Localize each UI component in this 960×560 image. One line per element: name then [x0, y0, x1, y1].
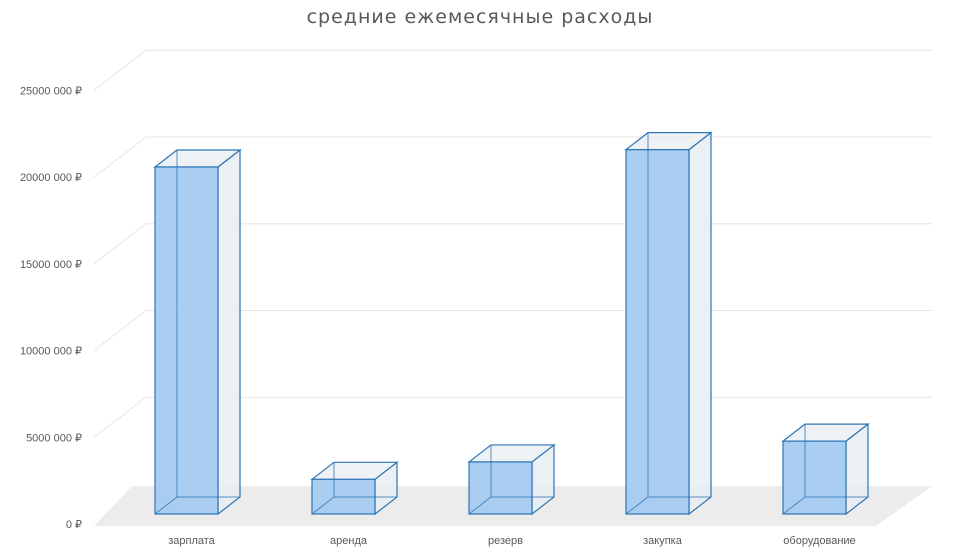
bar-front-face — [154, 166, 219, 515]
bar-5 — [781, 422, 870, 516]
x-tick-label: закупка — [643, 535, 683, 547]
y-tick-label: 0 ₽ — [66, 519, 82, 531]
gridline-side — [93, 310, 147, 351]
bar-back-edge — [154, 496, 178, 515]
chart-title: средние ежемесячные расходы — [306, 6, 654, 28]
y-tick-label: 15000 000 ₽ — [20, 259, 82, 271]
bar-back-edge — [311, 496, 335, 515]
gridline-side — [93, 49, 147, 91]
y-tick-label: 10000 000 ₽ — [20, 346, 82, 358]
bar-side-face — [217, 148, 241, 516]
y-tick-label: 25000 000 ₽ — [20, 85, 82, 97]
bar-back-edge — [782, 496, 806, 515]
bar-4 — [624, 131, 713, 516]
bar-side-face — [688, 131, 712, 516]
bar-back-edge — [468, 496, 492, 515]
y-tick-label: 5000 000 ₽ — [26, 432, 82, 444]
x-tick-label: аренда — [330, 535, 368, 547]
gridline-side — [93, 223, 147, 265]
bar-back-edge — [625, 496, 649, 515]
x-tick-label: зарплата — [168, 535, 215, 547]
bar-3 — [467, 443, 556, 516]
bar-front-face — [625, 149, 690, 515]
x-tick-label: резерв — [488, 535, 523, 547]
bar-front-face — [782, 440, 847, 515]
gridline-side — [93, 396, 147, 438]
bar-2 — [310, 461, 399, 516]
bar-1 — [153, 148, 242, 516]
y-tick-label: 20000 000 ₽ — [20, 172, 82, 184]
x-tick-label: оборудование — [783, 535, 855, 547]
gridline-side — [93, 136, 147, 178]
